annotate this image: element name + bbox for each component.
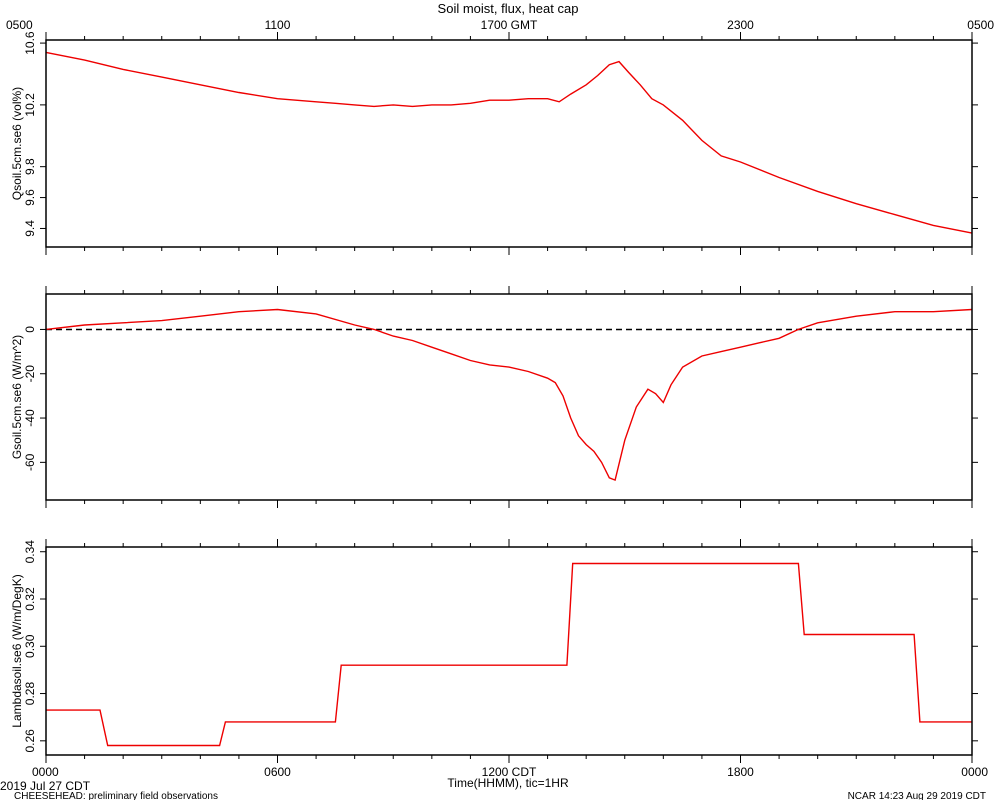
footer-left: CHEESEHEAD: preliminary field observatio…: [14, 791, 218, 800]
x-tick-label-top: 0500: [967, 18, 994, 32]
y-tick-label: 0.32: [23, 587, 37, 611]
figure-title: Soil moist, flux, heat cap: [438, 1, 579, 16]
y-tick-label: 10.2: [23, 93, 37, 117]
x-tick-label-top: 0500: [6, 18, 33, 32]
y-tick-label: 0.30: [23, 634, 37, 658]
y-tick-label: 10.6: [23, 31, 37, 55]
panel-3: 0.26 0.28 0.30 0.32 0.34 Lambdasoil.se6 (W/m/…: [10, 539, 978, 763]
x-tick-label-top: 1700 GMT: [481, 18, 538, 32]
series-line: [45, 308, 973, 482]
series-line: [45, 51, 973, 234]
x-tick-label-top: 1100: [265, 18, 291, 32]
x-tick-label-bottom: 1200 CDT: [482, 765, 537, 779]
y-tick-label: 9.6: [23, 189, 37, 206]
panel-1: 9.4 9.6 9.8 10.2 10.6 Qsoil.5cm.se6 (vol%): [10, 31, 978, 255]
series-line: [46, 562, 972, 747]
y-tick-label: 0.26: [23, 729, 37, 753]
x-tick-label-bottom: 0000: [961, 765, 988, 779]
x-tick-label-bottom: 0600: [264, 765, 291, 779]
y-tick-label: -40: [23, 409, 37, 427]
y-tick-label: 9.4: [23, 220, 37, 237]
y-tick-label: 9.8: [23, 158, 37, 175]
x-tick-label-bottom: 0000: [32, 765, 59, 779]
y-axis-title: Qsoil.5cm.se6 (vol%): [10, 87, 24, 200]
footer-right: NCAR 14:23 Aug 29 2019 CDT: [848, 791, 986, 800]
y-tick-label: 0.34: [23, 540, 37, 564]
chart-panels: 9.4 9.6 9.8 10.2 10.6 Qsoil.5cm.se6 (vol%) -60…: [6, 18, 994, 779]
panel-frame: [45, 39, 973, 248]
panel-frame: [45, 546, 973, 756]
y-tick-label: 0.28: [23, 682, 37, 706]
panel-frame: [45, 293, 973, 501]
x-axis-title: Time(HHMM), tic=1HR: [447, 776, 569, 790]
y-tick-label: -20: [23, 365, 37, 383]
y-tick-label: -60: [23, 453, 37, 471]
x-tick-label-bottom: 1800: [727, 765, 754, 779]
y-axis-title: Gsoil.5cm.se6 (W/m^2): [10, 335, 24, 459]
y-tick-label: 0: [23, 326, 37, 333]
panel-2: -60 -40 -20 0 Gsoil.5cm.se6 (W/m^2): [10, 286, 978, 508]
date-label: 2019 Jul 27 CDT: [0, 779, 91, 793]
y-axis-title: Lambdasoil.se6 (W/m/DegK): [10, 574, 24, 727]
x-tick-label-top: 2300: [727, 18, 754, 32]
